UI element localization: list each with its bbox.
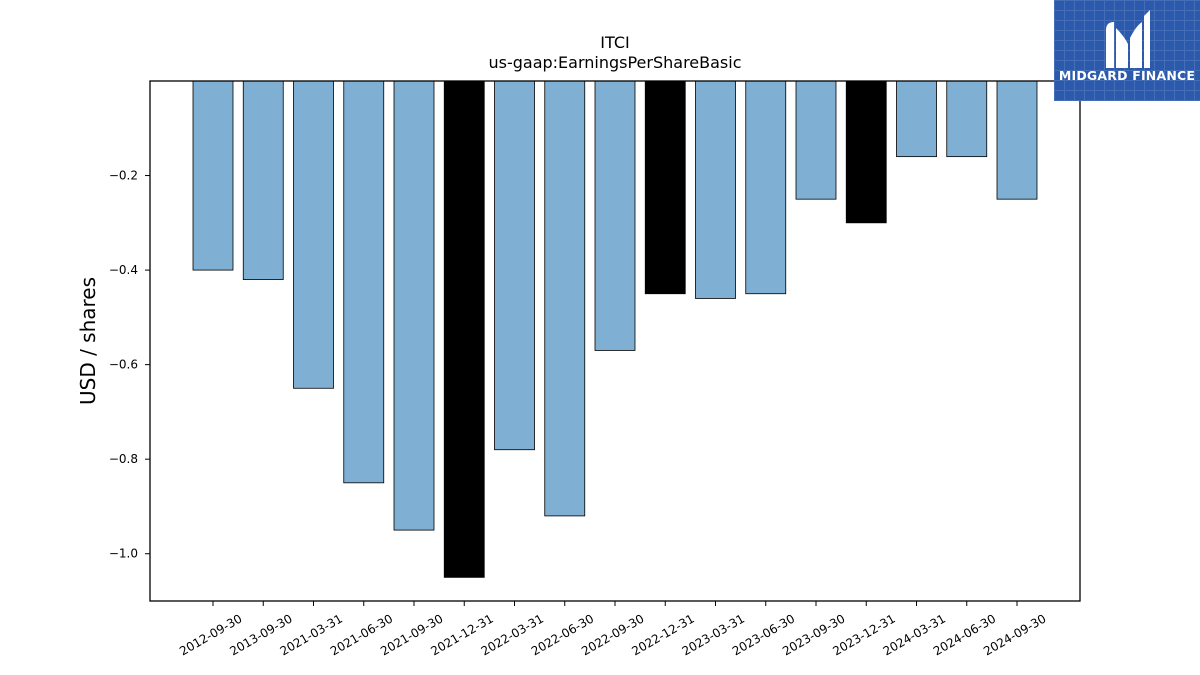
bar-2023-09-30 [795,80,837,200]
bar-2021-09-30 [393,80,435,531]
bar-2021-12-31 [443,80,485,578]
bar-2013-09-30 [242,80,284,280]
y-tick-label: −0.4 [109,263,138,277]
y-axis-label: USD / shares [76,277,100,405]
chart-title: ITCI [600,33,629,52]
bar-2022-03-31 [494,80,535,451]
plot-frame [149,80,1081,602]
bar-2022-06-30 [544,80,586,517]
bar-2024-03-31 [896,80,937,158]
bar-2022-12-31 [644,80,686,295]
chart-subtitle: us-gaap:EarningsPerShareBasic [488,53,741,72]
bar-2021-03-31 [293,80,334,389]
bar-2023-03-31 [695,80,736,299]
y-tick-label: −0.2 [109,169,138,183]
bar-2022-09-30 [594,80,636,351]
bar-2024-09-30 [996,80,1038,200]
bar-2023-12-31 [845,80,887,224]
bar-2021-06-30 [343,80,385,484]
y-tick-label: −1.0 [109,547,138,561]
bar-2024-06-30 [946,80,988,158]
bar-2012-09-30 [192,80,234,271]
x-axis-ticks: 2012-09-302013-09-302021-03-312021-06-30… [177,601,1049,658]
y-axis-ticks: −1.0 −0.8 −0.6 −0.4 −0.2 [109,169,150,561]
bars-group [192,80,1038,578]
y-tick-label: −0.6 [109,358,138,372]
midgard-logo-icon [1106,10,1150,68]
brand-name: MIDGARD FINANCE [1058,68,1196,83]
y-tick-label: −0.8 [109,452,138,466]
bar-2023-06-30 [745,80,787,295]
brand-logo: MIDGARD FINANCE [1054,0,1200,101]
